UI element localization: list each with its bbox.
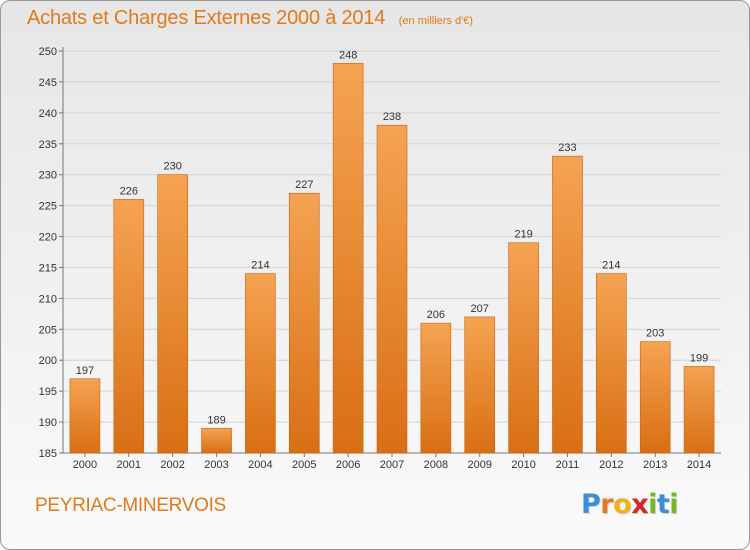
y-tick-label: 200 — [39, 355, 57, 367]
y-tick-label: 195 — [39, 386, 57, 398]
bar — [596, 273, 627, 454]
bar — [683, 366, 715, 454]
y-tick-label: 215 — [39, 262, 57, 274]
y-tick-label: 230 — [39, 170, 57, 182]
logo-letter: P — [581, 489, 601, 520]
logo-letter: t — [656, 489, 670, 520]
bar — [201, 427, 232, 454]
logo-letter: i — [648, 489, 657, 520]
bar-value-label: 230 — [163, 161, 181, 173]
bar-value-label: 214 — [602, 260, 620, 272]
logo-letter: o — [613, 489, 632, 520]
y-tick-label: 220 — [39, 232, 57, 244]
y-tick-label: 250 — [39, 46, 57, 58]
x-tick-label: 2009 — [467, 459, 491, 471]
x-tick-label: 2007 — [380, 459, 404, 471]
bar-value-label: 233 — [558, 142, 576, 154]
x-tick-label: 2004 — [248, 459, 272, 471]
bar-value-label: 189 — [207, 414, 225, 426]
bar — [245, 273, 276, 454]
x-tick-label: 2000 — [73, 459, 97, 471]
y-tick-label: 225 — [39, 201, 57, 213]
bar-value-label: 226 — [120, 185, 138, 197]
x-tick-label: 2002 — [160, 459, 184, 471]
bar — [508, 242, 539, 454]
x-tick-label: 2001 — [117, 459, 141, 471]
x-tick-label: 2006 — [336, 459, 360, 471]
bar-value-label: 199 — [690, 352, 708, 364]
logo-letter: x — [631, 489, 649, 520]
x-tick-label: 2010 — [511, 459, 535, 471]
bar-value-label: 219 — [514, 229, 532, 241]
bar — [157, 174, 188, 454]
bar-value-label: 203 — [646, 328, 664, 340]
bar — [376, 124, 408, 454]
chart-title: Achats et Charges Externes 2000 à 2014 — [27, 7, 386, 29]
bar-value-label: 207 — [471, 303, 489, 315]
commune-name: PEYRIAC-MINERVOIS — [35, 495, 226, 516]
proxiti-logo: Proxiti — [581, 489, 679, 520]
logo-letter: i — [669, 489, 679, 520]
logo-letter: r — [600, 489, 614, 520]
y-tick-label: 210 — [39, 293, 57, 305]
bar — [69, 378, 101, 454]
bar — [639, 341, 671, 454]
y-tick-label: 190 — [39, 417, 57, 429]
x-tick-label: 2013 — [643, 459, 667, 471]
y-tick-label: 205 — [39, 324, 57, 336]
x-tick-label: 2005 — [292, 459, 316, 471]
bar-value-label: 214 — [251, 260, 269, 272]
x-tick-label: 2003 — [204, 459, 228, 471]
x-tick-label: 2011 — [556, 459, 580, 471]
bar-value-label: 238 — [383, 111, 401, 123]
chart-subtitle: (en milliers d'€) — [398, 15, 473, 27]
bar-value-label: 206 — [427, 309, 445, 321]
bar — [420, 322, 452, 454]
x-tick-label: 2012 — [599, 459, 623, 471]
bar — [552, 155, 583, 454]
x-tick-label: 2008 — [424, 459, 448, 471]
bar-value-label: 197 — [76, 365, 94, 377]
bar-value-label: 248 — [339, 49, 357, 61]
bar — [288, 192, 320, 454]
bar-value-label: 227 — [295, 179, 313, 191]
bar — [113, 199, 145, 454]
y-tick-label: 185 — [39, 448, 57, 460]
y-tick-label: 245 — [39, 77, 57, 89]
x-tick-label: 2014 — [687, 459, 711, 471]
chart-title-block: Achats et Charges Externes 2000 à 2014 (… — [27, 7, 473, 30]
bar — [464, 316, 496, 454]
y-tick-label: 235 — [39, 139, 57, 151]
bar — [332, 63, 364, 454]
y-tick-label: 240 — [39, 108, 57, 120]
